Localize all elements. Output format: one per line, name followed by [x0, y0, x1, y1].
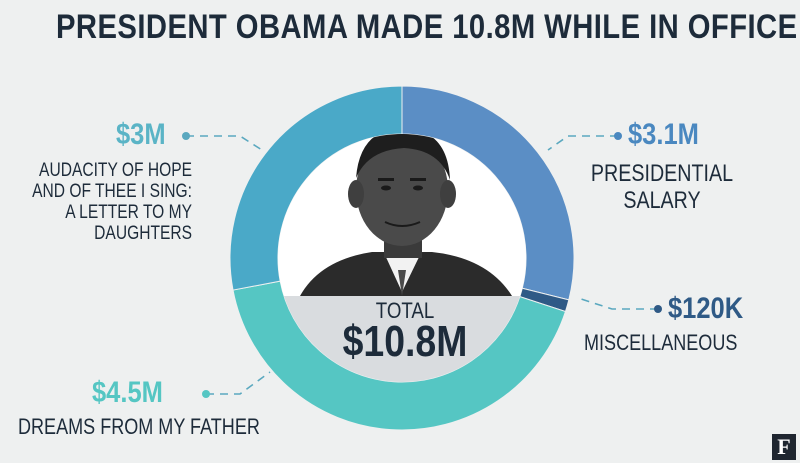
leader-dot-dreams: [202, 390, 210, 398]
forbes-logo-icon: F: [772, 434, 796, 460]
audacity-label: AUDACITY OF HOPE AND OF THEE I SING: A L…: [32, 160, 192, 244]
salary-value: $3.1M: [628, 118, 699, 151]
misc-value: $120K: [668, 292, 744, 325]
total-label: TOTAL: [375, 298, 435, 323]
leader-line-misc: [577, 297, 658, 310]
leader-line-salary: [547, 135, 618, 151]
leader-dots: [182, 132, 662, 398]
salary-label: PRESIDENTIAL SALARY: [590, 160, 734, 214]
leader-line-dreams: [206, 371, 271, 395]
audacity-value: $3M: [116, 118, 166, 151]
dreams-value: $4.5M: [92, 376, 163, 409]
page-title: PRESIDENT OBAMA MADE 10.8M WHILE IN OFFI…: [56, 8, 798, 46]
dreams-label: DREAMS FROM MY FATHER: [18, 414, 260, 439]
misc-label: MISCELLANEOUS: [584, 330, 738, 355]
leader-dot-misc: [654, 305, 662, 313]
leader-dot-salary: [614, 132, 622, 140]
leader-dot-audacity: [182, 132, 190, 140]
leader-line-audacity: [186, 135, 263, 151]
leader-lines: [186, 135, 658, 395]
total-value: $10.8M: [342, 317, 468, 366]
